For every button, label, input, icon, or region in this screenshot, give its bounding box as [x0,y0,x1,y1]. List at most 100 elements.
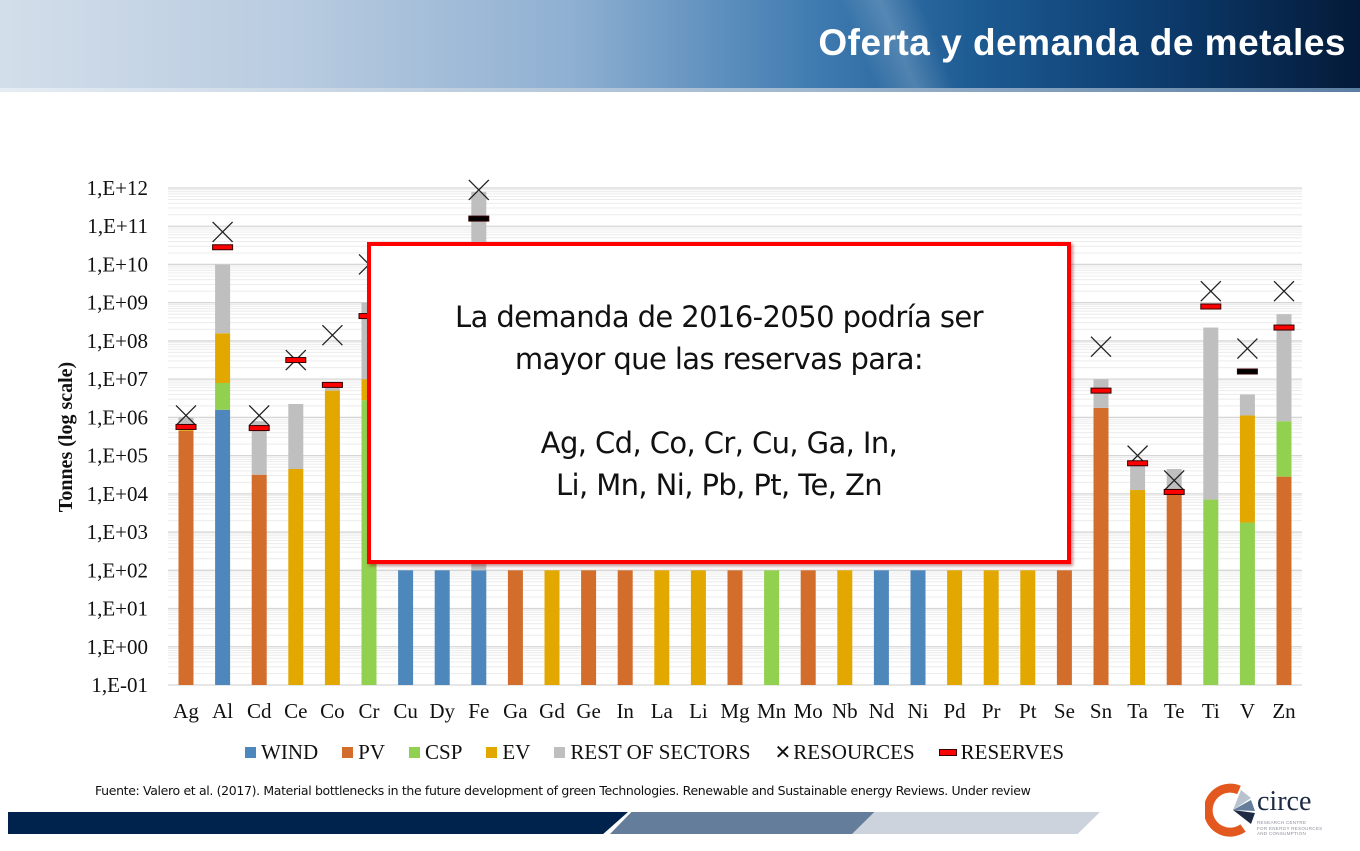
reserves-marker [285,357,307,364]
bar-segment-pv [178,430,194,685]
bar-segment-ev [690,570,706,685]
resources-marker [1090,336,1112,358]
logo-sub-3: AND CONSUMPTION [1257,831,1307,836]
bar-segment-ev [947,570,963,685]
x-tick-label: Ge [576,699,601,723]
x-tick-label: Ag [173,699,199,723]
reserves-marker [1236,368,1258,375]
y-tick-label: 1,E+10 [87,252,148,276]
callout-box: La demanda de 2016-2050 podría ser mayor… [367,242,1071,564]
bar-segment-ev [837,570,853,685]
callout-line-2: mayor que las reservas para: [514,342,924,376]
reserves-marker [1200,303,1222,310]
reserves-marker [468,215,490,222]
y-tick-label: 1,E+01 [87,597,148,621]
x-tick-label: Mg [720,699,750,723]
x-tick-label: Li [689,699,708,723]
x-tick-label: Dy [429,699,455,723]
bar-segment-ev [1130,490,1146,685]
x-tick-label: Cu [393,699,418,723]
bar-segment-rest [1203,327,1219,500]
x-tick-label: Nb [832,699,858,723]
reserves-marker [175,423,197,430]
y-tick-label: 1,E+11 [87,214,148,238]
legend-item-resources: ✕ RESOURCES [775,740,915,765]
y-axis-label: Tonnes (log scale) [55,362,77,512]
y-tick-label: 1,E+05 [87,444,148,468]
x-tick-label: Ni [908,699,929,723]
source-citation: Fuente: Valero et al. (2017). Material b… [95,783,1031,798]
legend-item-pv: PV [342,740,385,765]
y-tick-label: 1,E+02 [87,558,148,582]
legend-item-wind: WIND [245,740,318,765]
legend-item-ev: EV [486,740,530,765]
legend-label-resources: RESOURCES [793,740,915,764]
x-tick-label: Gd [539,699,565,723]
reserves-marker [1127,460,1149,467]
bar-segment-wind [434,570,450,685]
bar-segment-rest [251,421,267,475]
bar-segment-ev [654,570,670,685]
callout-line-1: La demanda de 2016-2050 podría ser [455,300,984,334]
x-tick-label: Ga [503,699,528,723]
banner-underline [0,88,1360,92]
y-tick-label: 1,E-01 [91,673,148,697]
footer-stripe-dark [8,812,628,834]
x-tick-labels: Ag Al Cd Ce Co Cr Cu Dy Fe Ga Gd Ge In La Li Mg Mn Mo Nb Nd… [173,699,1296,723]
resources-marker [1163,470,1185,491]
legend-swatch-wind [245,747,256,758]
bar-segment-ev [288,468,304,685]
bars [178,191,1292,685]
y-tick-label: 1,E+04 [87,482,149,506]
x-tick-label: Al [212,699,233,723]
legend-label-wind: WIND [261,740,319,764]
bar-segment-wind [215,409,231,685]
x-tick-label: Co [320,699,345,723]
reserves-marker [1273,324,1295,331]
legend-swatch-rest [554,747,566,758]
circe-logo: circe RESEARCH CENTRE FOR ENERGY RESOURCE… [1203,780,1335,840]
x-tick-label: Ce [284,699,307,723]
y-tick-label: 1,E+06 [87,405,148,429]
y-tick-label: 1,E+08 [87,329,148,353]
resources-marker [212,221,234,243]
resources-marker [321,324,343,346]
reserves-marker [321,381,343,388]
resources-marker [175,405,197,426]
bar-segment-rest [1166,468,1182,491]
x-tick-label: Cr [359,699,380,723]
callout-line-3: Ag, Cd, Co, Cr, Cu, Ga, In, [540,426,898,460]
x-tick-label: In [616,699,634,723]
legend-label-rest: REST OF SECTORS [570,740,751,764]
logo-subtitle: RESEARCH CENTRE FOR ENERGY RESOURCES AND C… [1257,820,1322,837]
logo-sub-1: RESEARCH CENTRE [1257,820,1307,825]
legend-item-rest: REST OF SECTORS [554,740,751,765]
x-mark-icon: ✕ [774,742,792,764]
bar-segment-wind [471,570,487,685]
y-tick-label: 1,E+12 [87,176,148,200]
legend-label-csp: CSP [425,740,463,764]
bar-segment-csp [1276,421,1292,477]
x-tick-label: Ta [1127,699,1148,723]
x-tick-label: Zn [1272,699,1296,723]
bar-segment-rest [178,417,194,429]
header-banner: Oferta y demanda de metales [0,0,1360,92]
bar-segment-csp [764,570,780,685]
bar-segment-rest [1276,314,1292,422]
x-tick-label: Pt [1019,699,1037,723]
reserves-marker [1090,387,1112,394]
x-tick-label: Mn [757,699,787,723]
y-tick-label: 1,E+09 [87,291,148,315]
y-tick-label: 1,E+03 [87,520,148,544]
bar-segment-pv [1276,476,1292,685]
circe-logo-icon [1203,783,1255,837]
x-tick-label: V [1240,699,1255,723]
bar-segment-csp [215,382,231,410]
bar-segment-rest [288,404,304,469]
x-tick-label: Se [1054,699,1075,723]
x-tick-label: Cd [247,699,272,723]
bar-segment-ev [215,333,231,383]
page-title: Oferta y demanda de metales [818,22,1346,63]
logo-wordmark: circe [1257,786,1312,817]
